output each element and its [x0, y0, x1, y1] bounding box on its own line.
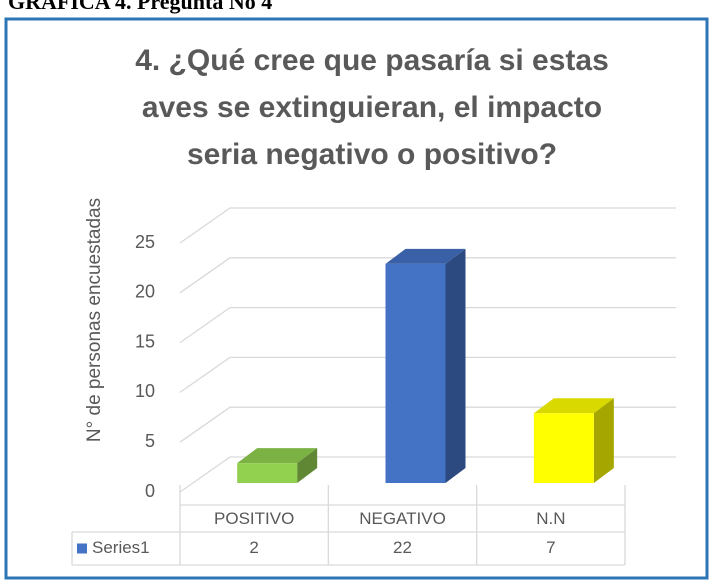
grid-line — [179, 456, 676, 493]
bar — [533, 398, 614, 483]
grid-line — [179, 406, 676, 443]
bar-face — [533, 413, 594, 483]
bar-face — [237, 448, 318, 464]
bar — [385, 248, 466, 483]
bar-face — [237, 463, 298, 483]
x-tick-label: POSITIVO — [214, 509, 294, 528]
chart-title: aves se extinguieran, el impacto — [142, 91, 602, 124]
bar-face — [385, 248, 466, 264]
chart-title: seria negativo o positivo? — [187, 138, 557, 171]
grid-line — [179, 306, 676, 344]
chart-frame — [4, 17, 709, 580]
bar-face — [593, 398, 614, 483]
legend-key — [77, 543, 87, 554]
bar-face — [533, 398, 614, 414]
x-tick-label: NEGATIVO — [359, 509, 446, 528]
table-value: 7 — [546, 538, 555, 557]
x-tick-label: N.N — [536, 509, 565, 528]
y-tick-label: 15 — [135, 331, 155, 351]
grid-line — [179, 356, 676, 393]
bar-face — [445, 248, 466, 483]
table-value: 2 — [249, 538, 258, 557]
y-tick-label: 20 — [135, 282, 155, 302]
table-value: 22 — [393, 538, 412, 557]
bar-face — [385, 263, 446, 483]
legend-label: Series1 — [92, 538, 150, 557]
grid-line — [179, 207, 676, 244]
y-tick-label: 10 — [135, 381, 155, 401]
bar-face — [297, 448, 318, 483]
page-heading: GRAFICA 4. Pregunta No 4 — [8, 0, 272, 14]
y-tick-label: 0 — [145, 481, 155, 501]
y-axis-label: N° de personas encuestadas — [84, 198, 105, 442]
grid-line — [179, 257, 676, 294]
y-tick-label: 25 — [135, 232, 155, 252]
bar — [237, 448, 318, 483]
chart-title: 4. ¿Qué cree que pasaría si estas — [135, 44, 609, 77]
y-tick-label: 5 — [145, 431, 155, 451]
